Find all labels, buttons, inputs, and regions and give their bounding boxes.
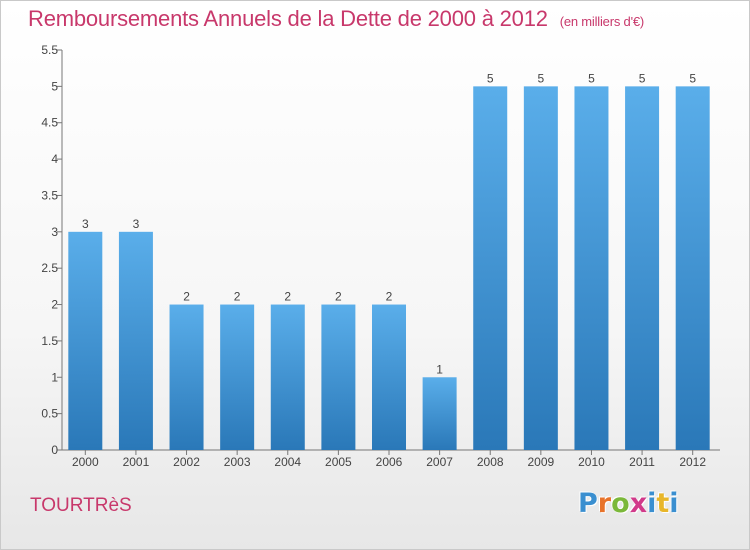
bar (523, 86, 558, 450)
bar (321, 304, 356, 450)
x-tick-label: 2004 (274, 455, 301, 469)
y-tick-label: 4.5 (41, 116, 58, 130)
x-tick-label: 2012 (679, 455, 706, 469)
y-tick-label: 1 (51, 370, 58, 384)
data-label: 5 (639, 71, 646, 85)
y-tick-label: 3 (51, 225, 58, 239)
x-tick-label: 2007 (426, 455, 453, 469)
chart-title: Remboursements Annuels de la Dette de 20… (28, 6, 644, 32)
x-tick-label: 2009 (527, 455, 554, 469)
data-label: 3 (133, 217, 140, 231)
x-tick-label: 2011 (629, 455, 655, 469)
bar (473, 86, 508, 450)
x-tick-label: 2010 (578, 455, 605, 469)
data-label: 2 (284, 290, 291, 304)
logo-letter: P (578, 488, 598, 519)
y-tick-label: 0 (51, 443, 58, 457)
data-label: 2 (335, 290, 342, 304)
bar (270, 304, 305, 450)
data-label: 5 (538, 71, 545, 85)
y-tick-label: 5.5 (41, 43, 58, 57)
bar (625, 86, 660, 450)
bar (169, 304, 204, 450)
x-tick-label: 2001 (123, 455, 150, 469)
y-tick-label: 4 (51, 152, 58, 166)
x-tick-label: 2005 (325, 455, 352, 469)
logo-letter: x (629, 488, 648, 519)
x-tick-label: 2002 (173, 455, 200, 469)
x-tick-label: 2008 (477, 455, 504, 469)
bar (574, 86, 609, 450)
chart-unit-note: (en milliers d'€) (559, 14, 645, 29)
y-tick-label: 5 (51, 79, 58, 93)
commune-name: TOURTRèS (30, 495, 132, 516)
logo-letter: r (597, 488, 612, 519)
bar (220, 304, 255, 450)
y-tick-label: 2 (51, 298, 58, 312)
bar (675, 86, 710, 450)
data-label: 5 (487, 71, 494, 85)
y-tick-label: 0.5 (41, 407, 58, 421)
y-tick-label: 3.5 (41, 188, 58, 202)
proxiti-logo: Proxiti (578, 488, 679, 519)
x-tick-label: 2000 (72, 455, 99, 469)
logo-letter: o (611, 488, 630, 519)
bar (372, 304, 406, 450)
data-label: 3 (82, 217, 89, 231)
y-tick-label: 2.5 (41, 261, 58, 275)
data-label: 5 (588, 71, 595, 85)
x-tick-label: 2003 (224, 455, 251, 469)
data-label: 2 (234, 290, 241, 304)
bar (422, 377, 457, 450)
logo-letter: i (647, 488, 657, 519)
bar (118, 231, 153, 450)
logo-letter: t (656, 488, 670, 519)
data-label: 1 (436, 362, 443, 376)
chart-title-text: Remboursements Annuels de la Dette de 20… (28, 6, 548, 31)
data-label: 2 (386, 290, 393, 304)
y-tick-label: 1.5 (41, 334, 58, 348)
data-label: 5 (689, 71, 696, 85)
x-tick-label: 2006 (376, 455, 403, 469)
bar (68, 231, 103, 450)
logo-letter: i (669, 488, 679, 519)
data-label: 2 (183, 290, 190, 304)
